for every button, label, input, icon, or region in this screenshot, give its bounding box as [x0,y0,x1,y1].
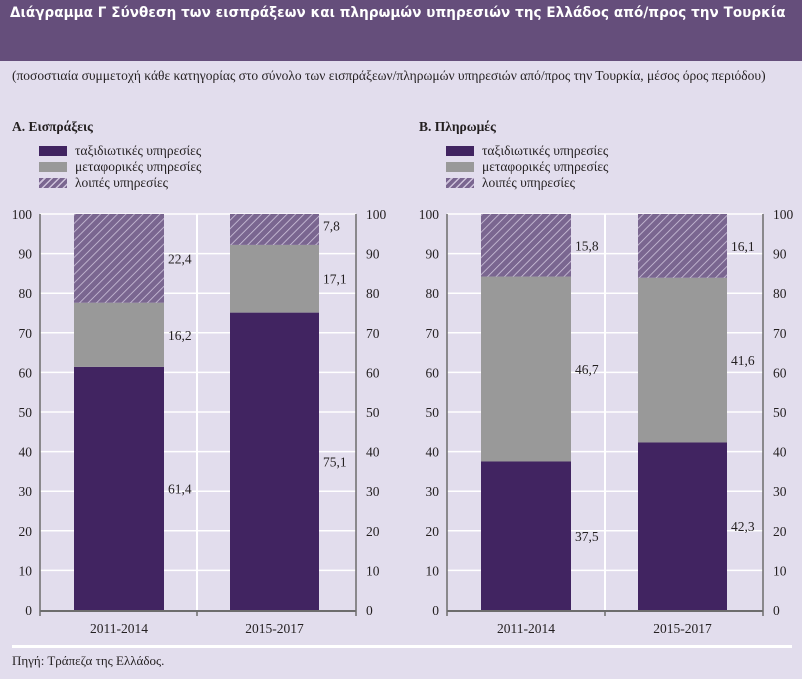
y-tick-label-right: 60 [366,365,380,380]
y-tick-label-right: 30 [773,484,787,499]
data-label: 61,4 [168,481,192,496]
legend-label: λοιπές υπηρεσίες [75,175,169,190]
y-tick-label-left: 50 [19,405,33,420]
y-tick-label-left: 80 [19,286,33,301]
data-label: 37,5 [575,529,599,544]
y-tick-label-left: 90 [19,247,33,262]
y-tick-label-left: 60 [19,365,33,380]
chart-receipts: 2011-2014 2015-2017 61,4 16,2 22,4 75,1 17,1 7,… [12,207,387,636]
y-tick-label-left: 20 [426,524,440,539]
x-tick-label: 2011-2014 [90,621,148,636]
source-note: Πηγή: Τράπεζα της Ελλάδος. [12,653,165,668]
bar-transport [481,276,571,462]
bar-other [638,214,727,278]
x-tick-label: 2011-2014 [497,621,555,636]
legend-swatch-travel [446,146,474,156]
x-tick-label: 2015-2017 [653,621,712,636]
y-tick-label-left: 10 [426,563,440,578]
data-label: 22,4 [168,251,192,266]
y-tick-label-right: 70 [366,326,380,341]
bar-other [74,214,164,303]
legend-label: ταξιδιωτικές υπηρεσίες [482,143,609,158]
legend-swatch-transport [39,162,67,172]
legend-label: ταξιδιωτικές υπηρεσίες [75,143,202,158]
y-tick-label-right: 100 [366,207,387,222]
data-label: 75,1 [323,454,347,469]
y-tick-label-right: 30 [366,484,380,499]
y-tick-label-right: 10 [366,563,380,578]
y-tick-label-right: 20 [366,524,380,539]
y-tick-label-right: 80 [773,286,787,301]
y-tick-label-right: 50 [773,405,787,420]
y-tick-label-right: 40 [773,445,787,460]
panel-title-payments: Β. Πληρωμές [419,119,496,134]
y-tick-label-right: 60 [773,365,787,380]
y-tick-label-left: 50 [426,405,440,420]
y-tick-label-right: 50 [366,405,380,420]
y-tick-label-right: 90 [773,247,787,262]
y-tick-label-left: 80 [426,286,440,301]
legend-swatch-transport [446,162,474,172]
bar-transport [638,277,727,443]
bar-transport [230,244,319,313]
bar-other [230,214,319,245]
y-tick-label-right: 0 [366,603,373,618]
bar-travel [481,461,571,610]
y-tick-label-left: 60 [426,365,440,380]
y-tick-label-left: 40 [426,445,440,460]
footer-separator [12,645,792,648]
legend-label: μεταφορικές υπηρεσίες [75,159,202,174]
y-tick-label-left: 100 [12,207,33,222]
y-tick-label-right: 90 [366,247,380,262]
bar-travel [74,366,164,610]
panel-title-receipts: Α. Εισπράξεις [12,119,93,134]
y-tick-label-left: 0 [25,603,32,618]
y-tick-label-left: 100 [419,207,440,222]
bar-travel [638,442,727,610]
bar-travel [230,312,319,610]
y-tick-label-left: 70 [426,326,440,341]
y-tick-label-left: 10 [19,563,33,578]
y-tick-label-right: 40 [366,445,380,460]
y-tick-label-left: 0 [432,603,439,618]
data-label: 15,8 [575,238,599,253]
bar-transport [74,302,164,367]
data-label: 42,3 [731,519,755,534]
y-tick-label-left: 90 [426,247,440,262]
chart-payments: 2011-2014 2015-2017 37,5 46,7 15,8 42,3 41,6 16… [419,207,794,636]
legend-label: λοιπές υπηρεσίες [482,175,576,190]
y-tick-label-right: 80 [366,286,380,301]
y-tick-label-right: 70 [773,326,787,341]
legend-label: μεταφορικές υπηρεσίες [482,159,609,174]
x-tick-label: 2015-2017 [245,621,304,636]
data-label: 41,6 [731,353,755,368]
bar-other [481,214,571,277]
y-tick-label-left: 30 [19,484,33,499]
data-label: 16,2 [168,328,192,343]
y-tick-label-right: 100 [773,207,794,222]
y-tick-label-left: 40 [19,445,33,460]
data-label: 46,7 [575,362,599,377]
y-tick-label-right: 0 [773,603,780,618]
y-tick-label-left: 70 [19,326,33,341]
legend-swatch-other [446,178,474,188]
y-tick-label-right: 10 [773,563,787,578]
data-label: 7,8 [323,218,340,233]
y-tick-label-left: 30 [426,484,440,499]
chart-subtitle: (ποσοστιαία συμμετοχή κάθε κατηγορίας στ… [12,68,766,83]
legend-swatch-other [39,178,67,188]
header-band: Διάγραμμα Γ Σύνθεση των εισπράξεων και π… [0,0,802,61]
y-tick-label-left: 20 [19,524,33,539]
data-label: 17,1 [323,272,347,287]
legend-swatch-travel [39,146,67,156]
y-tick-label-right: 20 [773,524,787,539]
data-label: 16,1 [731,239,755,254]
chart-title: Διάγραμμα Γ Σύνθεση των εισπράξεων και π… [10,5,786,21]
